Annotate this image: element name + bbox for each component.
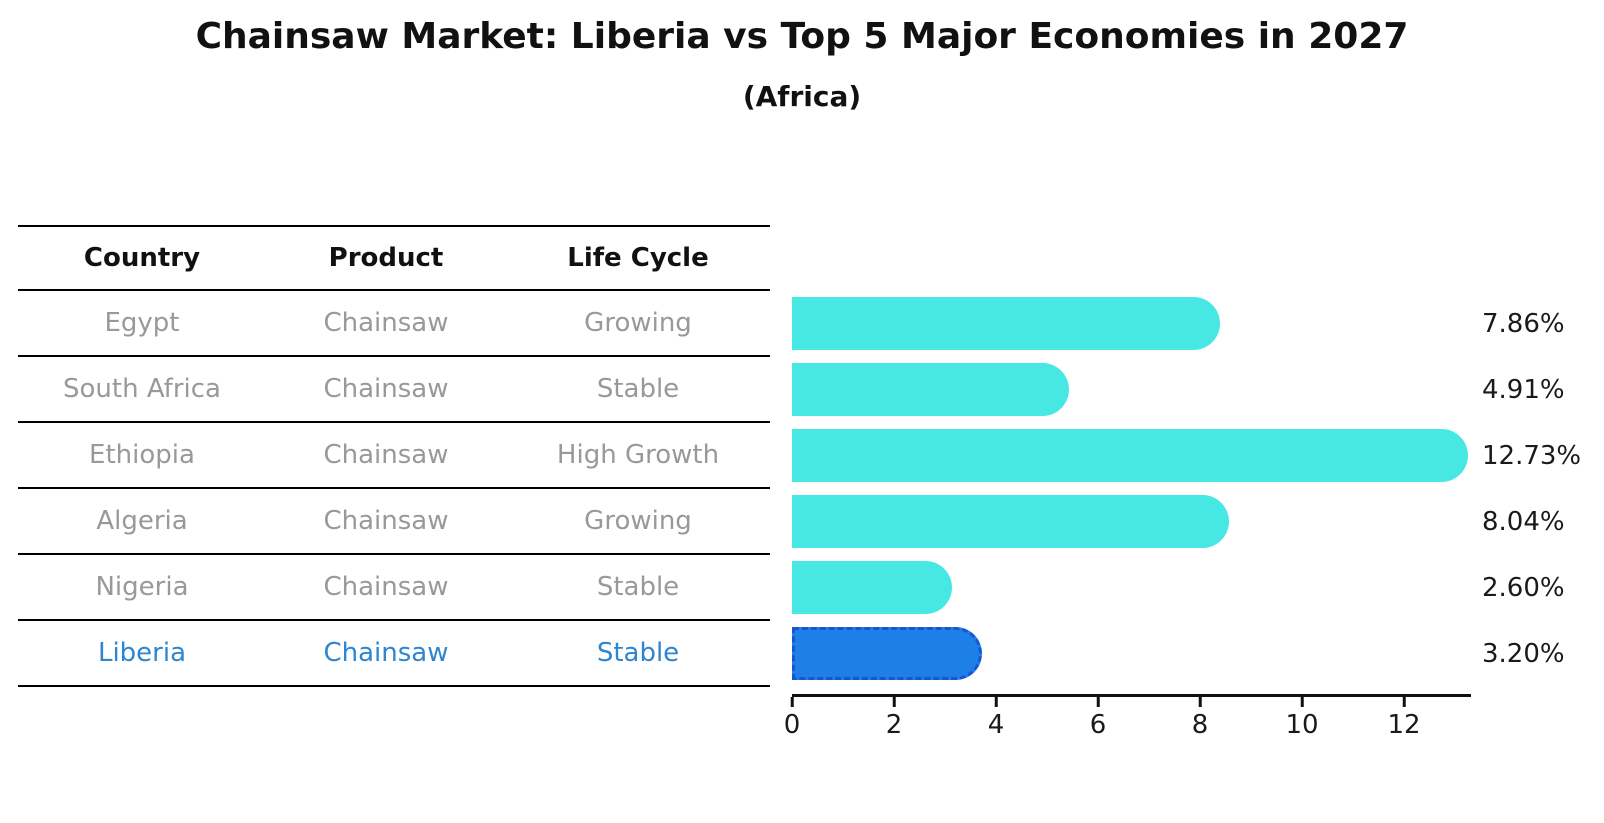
x-tick-label: 0 <box>783 710 801 740</box>
x-tick-mark <box>1300 697 1304 707</box>
chart-title: Chainsaw Market: Liberia vs Top 5 Major … <box>195 16 1409 57</box>
cell-life-cycle: Stable <box>596 638 680 668</box>
table-header-row: Country Product Life Cycle <box>18 225 770 291</box>
cell-country: Egypt <box>104 308 180 338</box>
table-row: South Africa Chainsaw Stable <box>18 357 770 423</box>
table-row: Ethiopia Chainsaw High Growth <box>18 423 770 489</box>
x-tick-label: 2 <box>885 710 903 740</box>
bar-ethiopia <box>792 429 1469 482</box>
x-tick-mark <box>1096 697 1100 707</box>
x-tick-mark <box>790 697 794 707</box>
bar-row: 8.04% <box>792 489 1604 555</box>
chart-rows: 7.86% 4.91% 12.73% 8.04% 2.60% 3.20% <box>792 291 1604 687</box>
bar-liberia <box>792 627 983 680</box>
x-tick-mark <box>1402 697 1406 707</box>
value-label: 4.91% <box>1482 375 1565 405</box>
cell-country: Ethiopia <box>89 440 195 470</box>
x-tick-label: 4 <box>987 710 1005 740</box>
bar-row: 3.20% <box>792 621 1604 687</box>
bar-egypt <box>792 297 1220 350</box>
value-label: 8.04% <box>1482 507 1565 537</box>
cell-country: Liberia <box>97 638 187 668</box>
x-tick-mark <box>892 697 896 707</box>
cell-life-cycle: Growing <box>584 506 692 536</box>
x-tick-mark <box>994 697 998 707</box>
bar-row: 2.60% <box>792 555 1604 621</box>
value-label: 12.73% <box>1482 441 1582 471</box>
bar-south-africa <box>792 363 1070 416</box>
column-header-country: Country <box>83 243 201 273</box>
table-row: Egypt Chainsaw Growing <box>18 291 770 357</box>
x-tick-label: 12 <box>1387 710 1421 740</box>
cell-life-cycle: Growing <box>584 308 692 338</box>
cell-product: Chainsaw <box>323 308 449 338</box>
value-label: 3.20% <box>1482 639 1565 669</box>
column-header-life-cycle: Life Cycle <box>567 243 709 273</box>
cell-product: Chainsaw <box>323 440 449 470</box>
table-row: Liberia Chainsaw Stable <box>18 621 770 687</box>
cell-product: Chainsaw <box>323 374 449 404</box>
value-label: 2.60% <box>1482 573 1565 603</box>
x-tick-label: 6 <box>1089 710 1107 740</box>
cell-life-cycle: Stable <box>596 572 680 602</box>
cell-life-cycle: Stable <box>596 374 680 404</box>
cell-country: Algeria <box>96 506 188 536</box>
cell-country: South Africa <box>63 374 221 404</box>
market-table: Country Product Life Cycle Egypt Chainsaw… <box>18 225 770 687</box>
table-row: Nigeria Chainsaw Stable <box>18 555 770 621</box>
bar-row: 12.73% <box>792 423 1604 489</box>
value-label: 7.86% <box>1482 309 1565 339</box>
cell-life-cycle: High Growth <box>556 440 720 470</box>
cell-product: Chainsaw <box>323 506 449 536</box>
bar-algeria <box>792 495 1230 548</box>
bar-nigeria <box>792 561 952 614</box>
cell-product: Chainsaw <box>323 572 449 602</box>
x-axis: 0 2 4 6 8 10 12 <box>784 694 1471 757</box>
x-tick-label: 10 <box>1285 710 1319 740</box>
market-table-body: Egypt Chainsaw Growing South Africa Chainsaw… <box>18 291 770 687</box>
cell-product: Chainsaw <box>323 638 449 668</box>
bar-row: 7.86% <box>792 291 1604 357</box>
table-row: Algeria Chainsaw Growing <box>18 489 770 555</box>
cell-country: Nigeria <box>95 572 189 602</box>
x-tick-label: 8 <box>1191 710 1209 740</box>
bar-row: 4.91% <box>792 357 1604 423</box>
x-tick-mark <box>1198 697 1202 707</box>
column-header-product: Product <box>328 243 444 273</box>
chart-subtitle: (Africa) <box>742 80 862 113</box>
